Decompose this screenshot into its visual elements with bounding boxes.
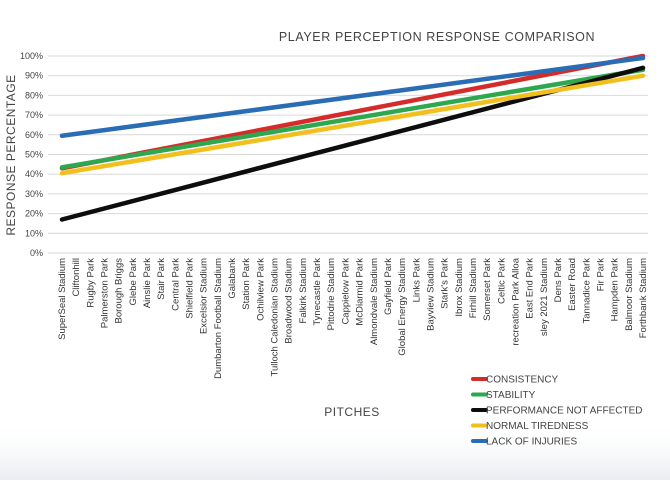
- x-tick-label: Falkirk Stadium: [298, 258, 309, 324]
- x-tick-label: Global Energy Stadium: [397, 258, 408, 356]
- legend-label: STABILITY: [486, 390, 536, 401]
- x-tick-label: Dumbarton Football Stadium: [213, 258, 224, 379]
- series-line-lack-of-injuries: [59, 55, 646, 139]
- x-tick-label: Bayview Stadium: [425, 258, 436, 331]
- series-line-stability: [59, 67, 646, 170]
- x-tick-label: Galabank: [227, 258, 238, 299]
- x-tick-label: East End Park: [525, 258, 536, 319]
- y-tick-label: 30%: [25, 189, 43, 199]
- x-tick-label: sley 2021 Stadium: [539, 258, 550, 336]
- chart-title: PLAYER PERCEPTION RESPONSE COMPARISON: [279, 30, 595, 44]
- x-tick-label: Station Park: [241, 258, 252, 310]
- x-tick-label: Tannadice Park: [581, 258, 592, 324]
- y-tick-label: 20%: [25, 209, 43, 219]
- x-tick-label: SuperSeal Stadium: [57, 258, 68, 340]
- x-tick-label: Excelsior Stadium: [199, 258, 210, 334]
- x-axis-ticks: SuperSeal Stadium Cliftonhill Rugby Park Pa…: [57, 257, 649, 379]
- x-tick-label: Tulloch Caledonian Stadium: [270, 258, 281, 377]
- y-tick-label: 50%: [25, 150, 43, 160]
- x-tick-label: Hampden Park: [610, 258, 621, 322]
- x-tick-label: Tynecastle Park: [312, 258, 323, 326]
- x-tick-label: Forthbank Stadium: [638, 258, 649, 338]
- legend-label: PERFORMANCE NOT AFFECTED: [486, 406, 643, 417]
- x-tick-label: Dens Park: [553, 258, 564, 303]
- x-tick-label: Shielfield Park: [185, 258, 196, 319]
- x-tick-label: Fir Park: [595, 258, 606, 292]
- series-lines: [59, 53, 646, 222]
- x-tick-label: Stair Park: [156, 258, 167, 300]
- x-tick-label: Firhill Stadium: [468, 258, 479, 318]
- x-tick-label: Somerset Park: [482, 258, 493, 321]
- y-tick-label: 90%: [25, 71, 43, 81]
- legend-label: NORMAL TIREDNESS: [486, 421, 589, 432]
- y-axis-ticks: 0% 10% 20% 30% 40% 50% 60% 70% 80% 90% 100%: [20, 51, 43, 258]
- y-tick-label: 70%: [25, 110, 43, 120]
- x-tick-label: Easter Road: [567, 258, 578, 311]
- x-tick-label: Broadwood Stadium: [284, 258, 295, 344]
- x-tick-label: Borough Briggs: [114, 258, 125, 324]
- x-tick-label: Gayfield Park: [383, 258, 394, 315]
- y-tick-label: 60%: [25, 130, 43, 140]
- y-tick-label: 40%: [25, 169, 43, 179]
- y-tick-label: 80%: [25, 90, 43, 100]
- x-tick-label: recreation Park Alloa: [510, 257, 521, 345]
- legend-label: CONSISTENCY: [486, 375, 559, 386]
- series-line-normal-tiredness: [59, 73, 646, 176]
- y-tick-label: 10%: [25, 228, 43, 238]
- x-tick-label: Palmerston Park: [100, 258, 111, 328]
- x-tick-label: Links Park: [411, 258, 422, 303]
- x-tick-label: McDiarmid Park: [355, 258, 366, 326]
- x-tick-label: Cliftonhill: [71, 258, 82, 297]
- y-tick-label: 0%: [30, 248, 43, 258]
- x-tick-label: Central Park: [170, 258, 181, 311]
- x-tick-label: Cappielow Park: [340, 258, 351, 325]
- x-tick-label: Ochilview Park: [255, 258, 266, 321]
- legend: CONSISTENCY STABILITY PERFORMANCE NOT AFFE…: [471, 375, 643, 448]
- x-tick-label: Ainslie Park: [142, 258, 153, 308]
- x-tick-label: Pittodrie Stadium: [326, 258, 337, 330]
- bottom-shading: [0, 420, 670, 480]
- x-axis-title: PITCHES: [324, 405, 380, 419]
- y-tick-label: 100%: [20, 51, 43, 61]
- legend-label: LACK OF INJURIES: [486, 437, 577, 448]
- x-tick-label: Stark's Park: [440, 258, 451, 309]
- x-tick-label: Balmoor Stadium: [624, 258, 635, 331]
- y-axis-title: RESPONSE PERCENTAGE: [4, 74, 18, 235]
- x-tick-label: Almondvale Stadium: [369, 258, 380, 345]
- x-tick-label: Celtic Park: [496, 258, 507, 304]
- x-tick-label: Ibrox Stadium: [454, 258, 465, 317]
- x-tick-label: Glebe Park: [128, 258, 139, 306]
- x-tick-label: Rugby Park: [85, 258, 96, 308]
